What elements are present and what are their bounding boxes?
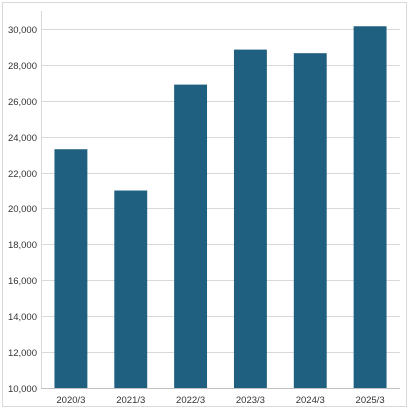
y-tick-label: 12,000 bbox=[8, 348, 37, 359]
bar bbox=[174, 84, 208, 388]
bar bbox=[293, 53, 327, 388]
y-tick-label: 28,000 bbox=[8, 61, 37, 72]
y-tick-label: 20,000 bbox=[8, 204, 37, 215]
y-tick-label: 26,000 bbox=[8, 97, 37, 108]
grid-lines bbox=[41, 29, 400, 353]
y-tick-label: 22,000 bbox=[8, 169, 37, 180]
x-tick-label: 2025/3 bbox=[356, 395, 385, 406]
axes bbox=[41, 11, 400, 389]
y-tick-labels: 10,000 12,000 14,000 16,000 18,000 20,000 22,0… bbox=[8, 25, 37, 395]
bars bbox=[54, 26, 387, 388]
x-tick-label: 2024/3 bbox=[296, 395, 325, 406]
y-tick-label: 30,000 bbox=[8, 25, 37, 36]
bar bbox=[54, 149, 88, 388]
x-tick-label: 2020/3 bbox=[56, 395, 85, 406]
y-tick-label: 24,000 bbox=[8, 133, 37, 144]
y-tick-label: 10,000 bbox=[8, 384, 37, 395]
y-tick-label: 16,000 bbox=[8, 276, 37, 287]
x-tick-labels: 2020/3 2021/3 2022/3 2023/3 2024/3 2025/3 bbox=[56, 395, 384, 406]
bar bbox=[114, 190, 148, 388]
y-tick-label: 18,000 bbox=[8, 240, 37, 251]
bar bbox=[233, 49, 267, 388]
x-tick-label: 2022/3 bbox=[176, 395, 205, 406]
x-tick-label: 2021/3 bbox=[116, 395, 145, 406]
y-tick-label: 14,000 bbox=[8, 312, 37, 323]
x-tick-label: 2023/3 bbox=[236, 395, 265, 406]
bar bbox=[353, 26, 387, 388]
